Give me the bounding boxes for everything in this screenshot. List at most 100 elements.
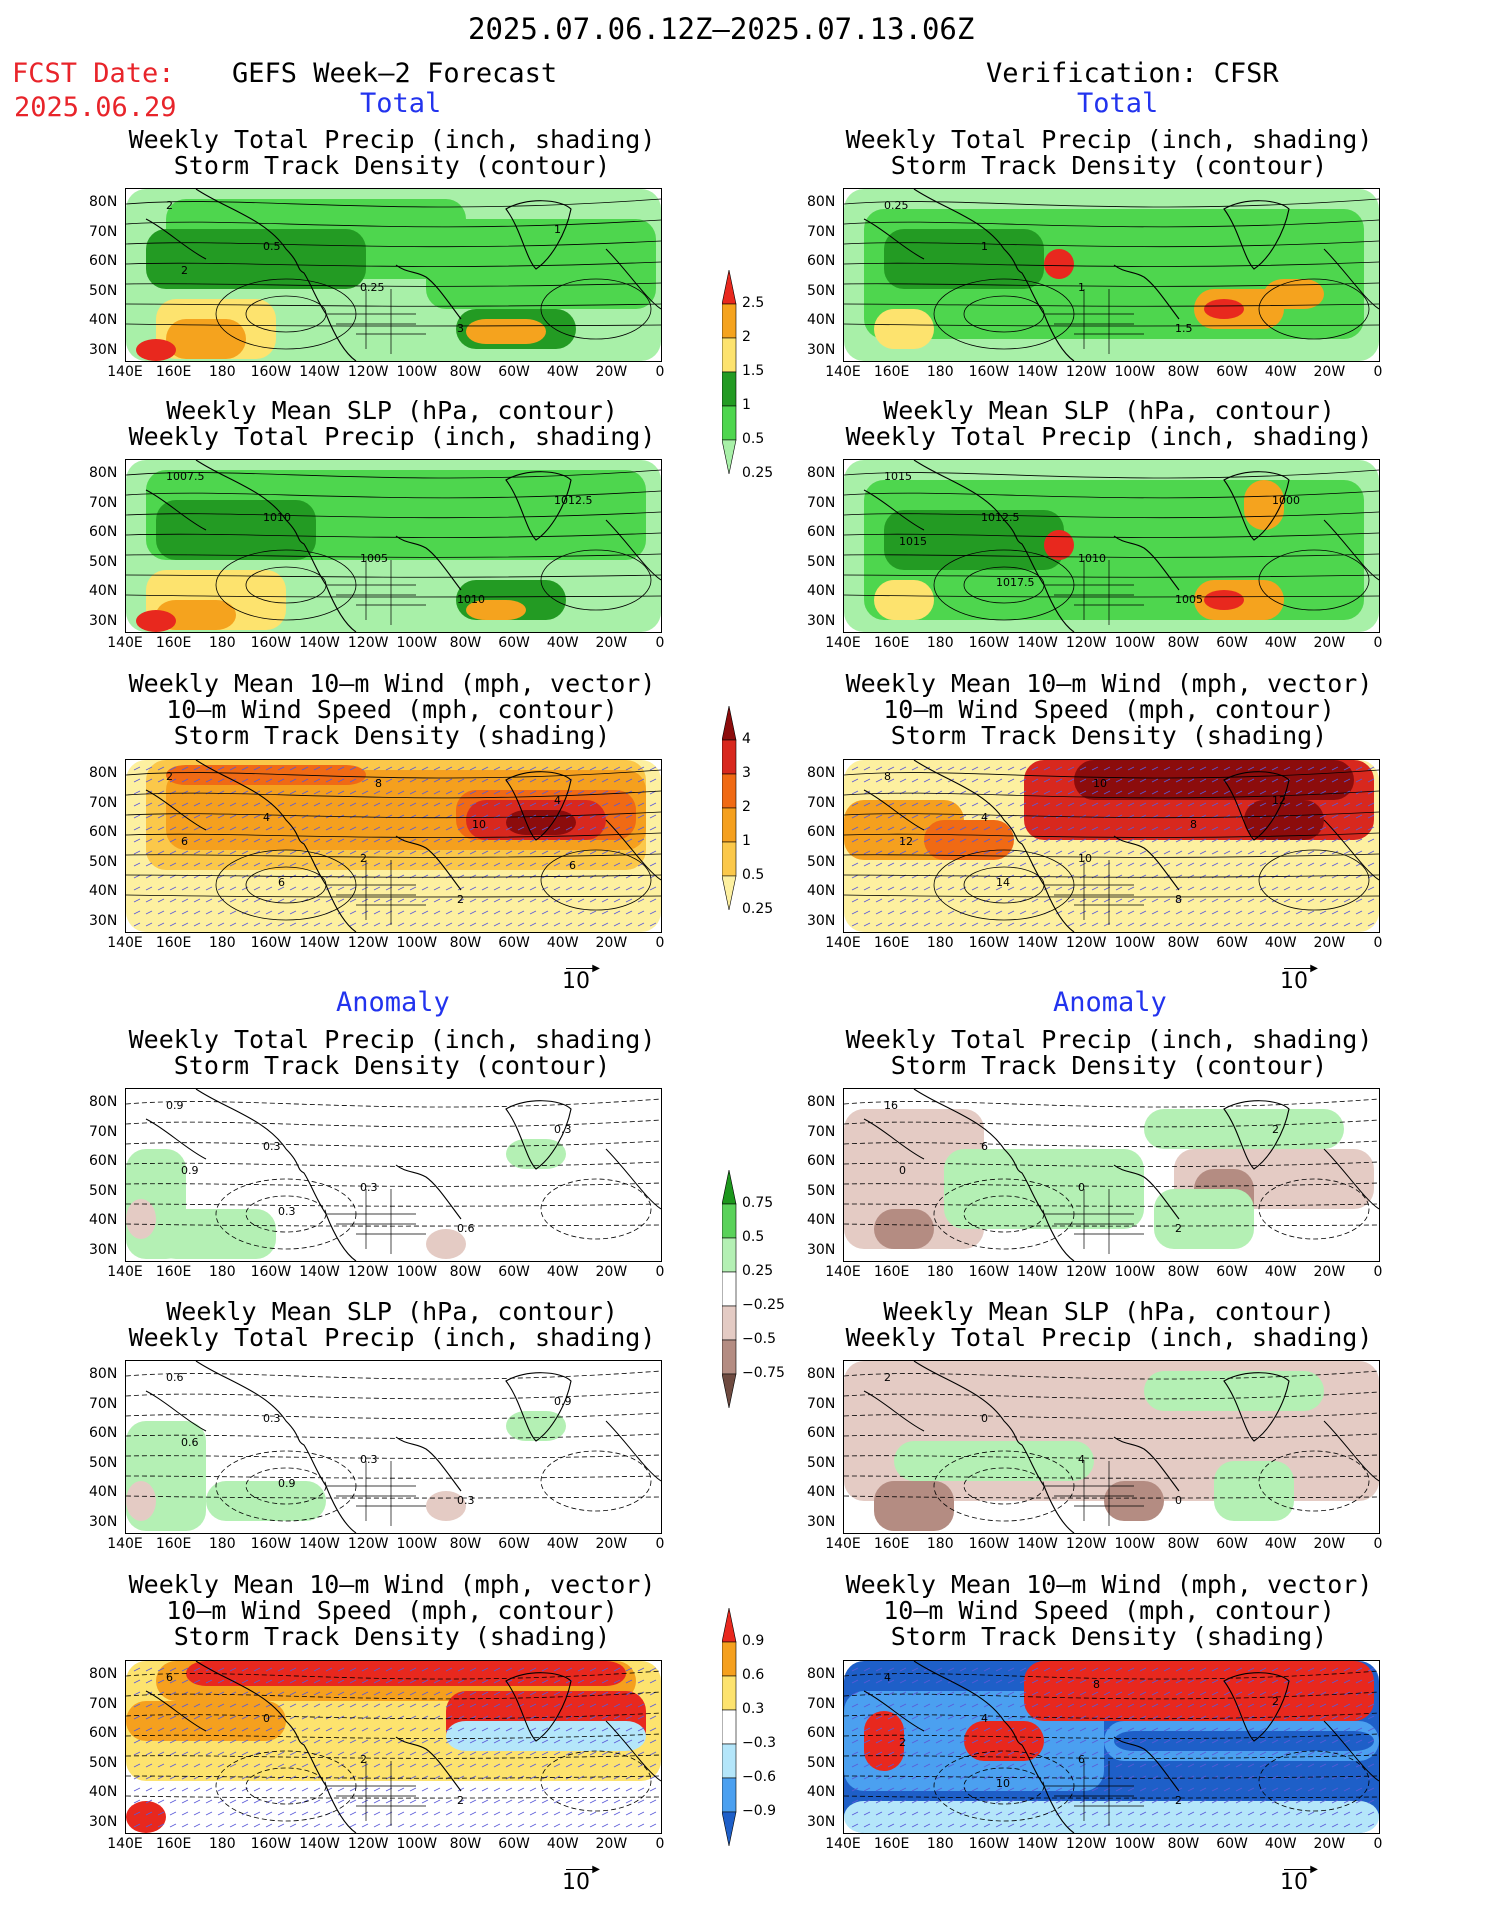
- map-total-wind-storm-forecast: 2 4 2 2 4 6 6 8 10 6: [125, 759, 662, 933]
- lat-tick-label: 50N: [89, 1454, 118, 1471]
- lon-tick-label: 160W: [250, 364, 292, 380]
- map-total-wind-storm-verification: 8 4 10 8 12 12 14 10 8: [843, 759, 1380, 933]
- colorbar-label: −0.3: [742, 1735, 776, 1751]
- lat-tick-label: 30N: [89, 1241, 118, 1258]
- panel-title-p8: Weekly Mean SLP (hPa, contour) Weekly Tot…: [128, 1297, 656, 1352]
- lon-tick-label: 0: [655, 935, 665, 951]
- lat-tick-label: 60N: [89, 253, 118, 269]
- lon-tick-label: 20W: [595, 635, 628, 651]
- contour-label: 1012.5: [981, 511, 1020, 524]
- contour-label: 6: [181, 835, 188, 848]
- lon-tick-label: 40W: [1264, 1536, 1297, 1552]
- lon-tick-label: 100W: [1114, 1836, 1156, 1852]
- lon-tick-label: 180: [208, 935, 236, 951]
- map-total-slp-precip-verification: 1015 1012.5 1010 1005 1000 1015 1017.5: [843, 459, 1380, 633]
- contour-label: 4: [981, 1712, 988, 1725]
- lon-tick-label: 0: [655, 1536, 665, 1552]
- lon-tick-label: 20W: [595, 1536, 628, 1552]
- colorbar-label: 1: [742, 833, 751, 849]
- lon-tick-label: 60W: [1216, 635, 1248, 651]
- lon-tick-label: 180: [208, 1536, 236, 1552]
- lat-tick-label: 70N: [89, 1695, 118, 1712]
- lon-tick-label: 160W: [250, 1536, 292, 1552]
- lon-tick-label: 0: [655, 364, 665, 380]
- lon-tick-label: 40W: [546, 1536, 579, 1552]
- contour-label: 2: [166, 770, 173, 783]
- lon-tick-label: 140W: [1017, 1536, 1058, 1552]
- contour-label: 8: [1190, 818, 1197, 831]
- colorbar-label: −0.75: [742, 1365, 785, 1381]
- lon-tick-label: 120W: [1065, 364, 1107, 380]
- colorbar-swatch: [721, 1305, 737, 1341]
- lon-tick-label: 160W: [968, 1536, 1010, 1552]
- contour-label: 3: [457, 322, 464, 335]
- lat-tick-label: 40N: [807, 312, 836, 328]
- contour-label: 1.5: [1175, 322, 1193, 335]
- lon-tick-label: 140W: [1017, 1836, 1058, 1852]
- lon-tick-label: 160E: [873, 1536, 910, 1552]
- lon-tick-label: 160W: [968, 1836, 1010, 1852]
- contour-label: 1007.5: [166, 470, 205, 483]
- colorbar-label: 0.75: [742, 1195, 774, 1211]
- panel-title-p1: Weekly Total Precip (inch, shading) Storm…: [128, 125, 656, 180]
- lat-tick-label: 70N: [89, 223, 118, 240]
- lon-tick-label: 100W: [396, 635, 438, 651]
- lon-tick-label: 100W: [396, 1264, 438, 1280]
- contour-label: 6: [166, 1671, 173, 1684]
- lon-tick-label: 80W: [449, 1836, 482, 1852]
- lon-tick-label: 140W: [1017, 635, 1058, 651]
- contour-label: 2: [1272, 1695, 1279, 1708]
- lat-tick-label: 80N: [89, 1094, 118, 1110]
- contour-label: 10: [1093, 777, 1107, 790]
- left-column-title: GEFS Week—2 Forecast: [232, 58, 558, 89]
- lat-tick-label: 70N: [89, 494, 118, 511]
- lat-tick-label: 60N: [89, 1425, 118, 1441]
- lon-tick-label: 100W: [1114, 1264, 1156, 1280]
- contour-label: 0.6: [181, 1436, 199, 1449]
- panel-title-p2: Weekly Mean SLP (hPa, contour) Weekly Tot…: [128, 396, 656, 451]
- colorbar-label: 0.25: [742, 901, 774, 917]
- contour-label: 8: [884, 770, 891, 783]
- map-anomaly-slp-precip-forecast: 0.6 0.3 0.3 0.3 0.9 0.6 0.9: [125, 1360, 662, 1534]
- colorbar-label: 0.3: [742, 1701, 765, 1717]
- lon-tick-label: 180: [926, 635, 954, 651]
- lon-tick-label: 20W: [595, 1836, 628, 1852]
- lon-tick-label: 180: [208, 364, 236, 380]
- contour-label: 6: [1078, 1753, 1085, 1766]
- lon-tick-label: 0: [1373, 1264, 1383, 1280]
- panel-title-p11: Weekly Mean SLP (hPa, contour) Weekly Tot…: [845, 1297, 1373, 1352]
- colorbar-swatch: [721, 1203, 737, 1239]
- contour-label: 1: [554, 223, 561, 236]
- lon-tick-label: 100W: [1114, 635, 1156, 651]
- lon-tick-label: 140E: [825, 935, 861, 951]
- lat-tick-label: 30N: [807, 1813, 836, 1830]
- contour-label: 0.6: [166, 1371, 184, 1384]
- colorbar-swatch: [721, 1237, 737, 1273]
- section-anomaly-right: Anomaly: [1053, 987, 1167, 1018]
- lon-tick-label: 140W: [299, 935, 340, 951]
- colorbar-swatch: [721, 303, 737, 339]
- lat-tick-label: 60N: [89, 824, 118, 840]
- contour-label: 0.9: [166, 1099, 184, 1112]
- colorbar-label: 2.5: [742, 295, 765, 311]
- contour-label: 2: [360, 852, 367, 865]
- contour-label: 0: [899, 1164, 906, 1177]
- lat-tick-label: 60N: [89, 524, 118, 540]
- contour-label: 2: [360, 1753, 367, 1766]
- lon-tick-label: 160E: [873, 1264, 910, 1280]
- lat-tick-label: 60N: [89, 1153, 118, 1169]
- lon-tick-label: 100W: [396, 1836, 438, 1852]
- lon-tick-label: 20W: [1313, 364, 1346, 380]
- lat-tick-label: 50N: [89, 282, 118, 299]
- contour-label: 0.3: [278, 1205, 296, 1218]
- lon-tick-label: 60W: [498, 1836, 530, 1852]
- lon-tick-label: 20W: [1313, 1264, 1346, 1280]
- contour-label: 4: [1078, 1453, 1085, 1466]
- lat-tick-label: 80N: [807, 1366, 836, 1382]
- lon-tick-label: 60W: [1216, 1264, 1248, 1280]
- lat-tick-label: 60N: [807, 1425, 836, 1441]
- contour-label: 4: [884, 1671, 891, 1684]
- colorbar-storm-total: 4 3 2 1 0.5 0.25: [721, 705, 802, 938]
- section-total-right: Total: [1077, 88, 1159, 119]
- contour-label: 1015: [884, 470, 912, 483]
